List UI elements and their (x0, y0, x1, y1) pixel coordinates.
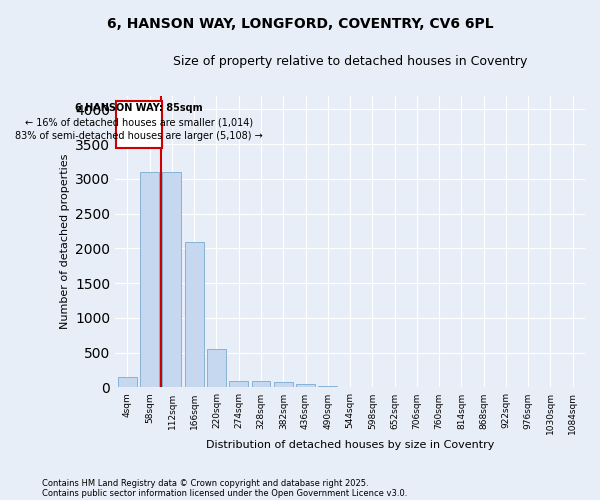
Bar (163, 172, 181, 388)
Text: 6 HANSON WAY: 85sqm: 6 HANSON WAY: 85sqm (76, 103, 203, 113)
X-axis label: Distribution of detached houses by size in Coventry: Distribution of detached houses by size … (206, 440, 494, 450)
Y-axis label: Number of detached properties: Number of detached properties (59, 154, 70, 329)
Text: Contains public sector information licensed under the Open Government Licence v3: Contains public sector information licen… (42, 488, 407, 498)
Bar (185, 242, 203, 388)
Bar (118, 377, 137, 388)
Bar (140, 172, 159, 388)
Text: 83% of semi-detached houses are larger (5,108) →: 83% of semi-detached houses are larger (… (15, 130, 263, 140)
Bar (319, 386, 337, 388)
Text: ← 16% of detached houses are smaller (1,014): ← 16% of detached houses are smaller (1,… (25, 118, 253, 128)
Bar (274, 382, 293, 388)
Bar (207, 348, 226, 388)
Bar (229, 380, 248, 388)
FancyBboxPatch shape (116, 101, 162, 148)
Text: Contains HM Land Registry data © Crown copyright and database right 2025.: Contains HM Land Registry data © Crown c… (42, 478, 368, 488)
Bar (251, 380, 271, 388)
Title: Size of property relative to detached houses in Coventry: Size of property relative to detached ho… (173, 55, 527, 68)
Bar (296, 384, 315, 388)
Text: 6, HANSON WAY, LONGFORD, COVENTRY, CV6 6PL: 6, HANSON WAY, LONGFORD, COVENTRY, CV6 6… (107, 18, 493, 32)
